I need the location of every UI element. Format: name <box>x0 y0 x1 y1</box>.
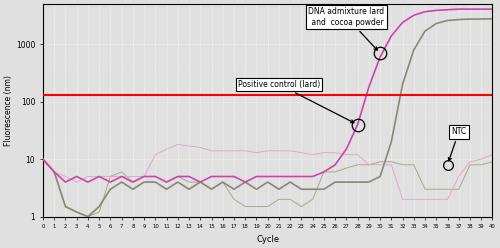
Y-axis label: Fluorescence (nm): Fluorescence (nm) <box>4 75 13 146</box>
X-axis label: Cycle: Cycle <box>256 235 280 244</box>
Text: NTC: NTC <box>448 127 466 161</box>
Text: DNA admixture lard
 and  cocoa powder: DNA admixture lard and cocoa powder <box>308 7 384 50</box>
Text: Positive control (lard): Positive control (lard) <box>238 80 354 123</box>
